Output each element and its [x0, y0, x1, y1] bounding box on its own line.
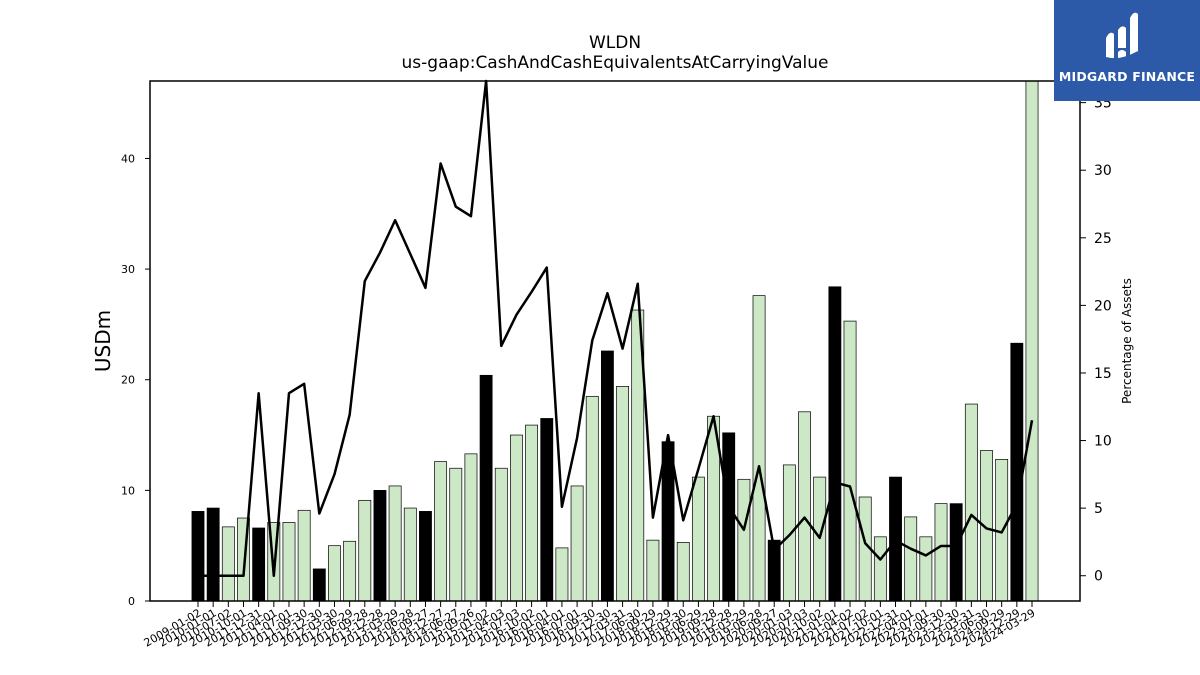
bar: [600, 350, 614, 602]
y-tick-label-left: 10: [121, 484, 135, 497]
bar: [297, 509, 311, 602]
bar: [479, 374, 493, 602]
bar: [1010, 342, 1024, 602]
y-tick-label-right: 30: [1094, 163, 1112, 179]
bar: [964, 403, 978, 602]
bar: [676, 542, 690, 602]
bar: [828, 286, 842, 602]
brand-name: MIDGARD FINANCE: [1058, 69, 1196, 84]
bar: [691, 476, 705, 602]
bar: [570, 485, 584, 602]
left-axis: 0 10 20 30 40: [121, 152, 150, 608]
y-tick-label-left: 0: [128, 595, 135, 608]
y-tick-label-right: 10: [1094, 434, 1112, 450]
bar: [737, 478, 751, 602]
bar: [510, 434, 523, 602]
chart-title: WLDN: [589, 33, 641, 53]
chart-subtitle: us-gaap:CashAndCashEquivalentsAtCarrying…: [402, 53, 829, 73]
bar: [949, 503, 963, 602]
bar: [494, 467, 508, 602]
y-axis-label-right: Percentage of Assets: [1120, 278, 1134, 404]
bar: [616, 386, 630, 602]
bar: [449, 467, 463, 602]
bar: [221, 526, 235, 602]
y-tick-label-right: 15: [1094, 366, 1112, 382]
bar: [464, 453, 478, 602]
y-tick-label-right: 5: [1094, 501, 1103, 517]
y-tick-label-right: 20: [1094, 298, 1112, 314]
bar: [798, 411, 811, 602]
bar: [934, 503, 948, 602]
plot-frame: [149, 80, 1081, 602]
y-tick-label-left: 20: [121, 374, 135, 387]
bar: [889, 476, 902, 602]
bar: [782, 464, 796, 602]
brand-mark-icon: [1105, 12, 1139, 61]
y-tick-label-left: 40: [121, 152, 135, 165]
bar: [343, 540, 357, 602]
y-tick-label-left: 30: [121, 263, 135, 276]
bar: [403, 507, 417, 602]
bar: [585, 395, 599, 602]
bar: [540, 418, 554, 602]
bar: [919, 536, 933, 602]
bar: [722, 432, 736, 602]
bar: [191, 511, 205, 602]
brand-logo: MIDGARD FINANCE: [1054, 0, 1200, 101]
y-axis-label-left: USDm: [91, 310, 115, 372]
bar: [873, 536, 887, 602]
bar: [843, 320, 857, 602]
bars-layer: [191, 80, 1039, 602]
bar: [252, 527, 266, 602]
bar: [388, 485, 402, 602]
bar: [373, 490, 387, 602]
y-tick-label-right: 25: [1094, 231, 1112, 247]
bar: [328, 545, 341, 602]
bar: [1025, 80, 1039, 602]
percentage-line: [198, 79, 1034, 577]
y-tick-label-right: 0: [1094, 569, 1103, 585]
bar: [358, 499, 372, 602]
bar: [419, 511, 432, 602]
bar: [434, 461, 448, 602]
bar: [525, 424, 539, 602]
bar: [555, 547, 569, 602]
x-axis: 2009-01-022010-01-012010-07-022010-10-01…: [142, 601, 1038, 650]
line-layer: [198, 79, 1034, 577]
bar: [646, 539, 660, 602]
bar: [282, 522, 296, 602]
bar: [752, 295, 766, 602]
bar: [206, 507, 220, 602]
bar: [312, 568, 326, 602]
bar: [904, 516, 918, 602]
